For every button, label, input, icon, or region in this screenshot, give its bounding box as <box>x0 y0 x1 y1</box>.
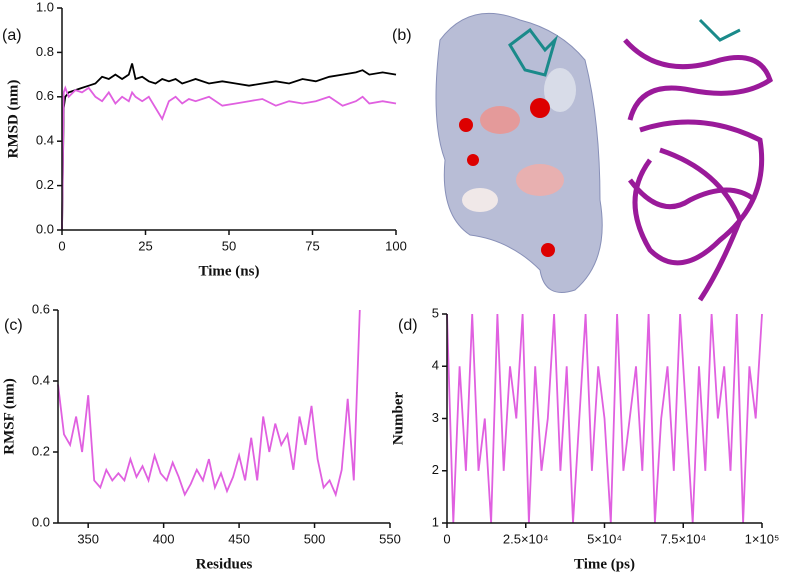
panel-label: (b) <box>392 27 412 44</box>
y-tick-label: 0.8 <box>36 44 54 59</box>
panel-label: (a) <box>2 27 22 44</box>
x-tick-label: 400 <box>153 531 175 546</box>
protein-ribbon <box>623 18 773 302</box>
y-axis-label: Number <box>390 391 406 445</box>
x-tick-label: 450 <box>228 531 250 546</box>
data-line <box>57 309 361 498</box>
x-tick-label: 5×10⁴ <box>587 531 622 546</box>
x-tick-label: 1×10⁵ <box>745 531 780 546</box>
y-tick-label: 0.6 <box>32 301 50 316</box>
x-tick-label: 0 <box>443 531 450 546</box>
data-line <box>446 313 763 524</box>
y-tick-label: 1 <box>432 514 439 529</box>
y-tick-label: 1.0 <box>36 0 54 14</box>
x-tick-label: 550 <box>379 531 401 546</box>
x-tick-label: 100 <box>385 238 407 253</box>
panel-label: (c) <box>4 317 23 334</box>
y-tick-label: 3 <box>432 410 439 425</box>
x-tick-label: 50 <box>222 238 236 253</box>
x-tick-label: 500 <box>304 531 326 546</box>
y-tick-label: 0.2 <box>32 443 50 458</box>
y-tick-label: 0.0 <box>36 221 54 236</box>
y-tick-label: 0.4 <box>36 133 54 148</box>
y-tick-label: 0.2 <box>36 177 54 192</box>
x-tick-label: 7.5×10⁴ <box>660 531 706 546</box>
x-axis-label: Residues <box>196 556 253 572</box>
y-tick-label: 4 <box>432 358 439 373</box>
y-axis-label: RMSD (nm) <box>5 80 21 159</box>
x-axis-label: Time (ns) <box>199 263 260 279</box>
x-tick-label: 0 <box>58 238 65 253</box>
y-tick-label: 0.6 <box>36 88 54 103</box>
x-axis-label: Time (ps) <box>574 556 635 572</box>
panel-label: (d) <box>398 317 418 334</box>
data-line <box>61 85 397 231</box>
x-tick-label: 350 <box>77 531 99 546</box>
x-tick-label: 25 <box>138 238 152 253</box>
y-tick-label: 2 <box>432 462 439 477</box>
y-tick-label: 5 <box>432 305 439 320</box>
y-tick-label: 0.4 <box>32 372 50 387</box>
x-tick-label: 2.5×10⁴ <box>503 531 549 546</box>
y-tick-label: 0.0 <box>32 514 50 529</box>
y-axis-label: RMSF (nm) <box>1 378 17 455</box>
x-tick-label: 75 <box>305 238 319 253</box>
data-line <box>61 63 397 231</box>
protein-surface <box>435 12 603 293</box>
